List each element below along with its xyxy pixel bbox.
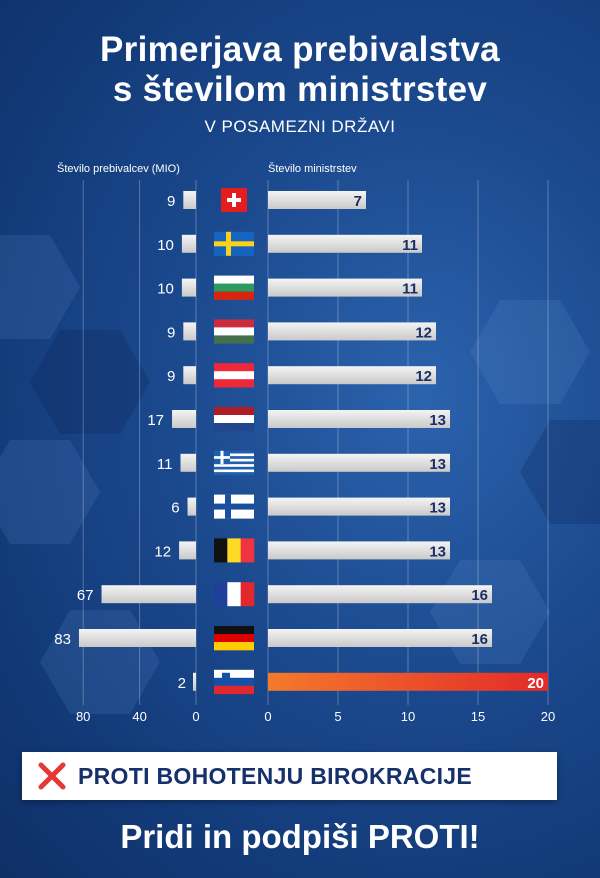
population-value-label: 10 xyxy=(157,237,174,254)
ministries-bar xyxy=(268,672,548,691)
flag-greece-icon xyxy=(214,450,254,476)
ministries-value-label: 16 xyxy=(471,587,488,604)
flag-netherlands-icon xyxy=(214,407,254,432)
hex-decoration xyxy=(30,330,150,434)
ministries-value-label: 12 xyxy=(415,324,432,341)
flag-switzerland-icon xyxy=(221,188,247,212)
ministries-value-label: 11 xyxy=(402,237,418,254)
banner-text: PROTI BOHOTENJU BIROKRACIJE xyxy=(78,763,473,789)
ministries-bar xyxy=(268,366,436,385)
ministries-bar xyxy=(268,410,450,428)
hex-decoration xyxy=(470,300,590,404)
population-tick-label: 80 xyxy=(76,709,90,724)
population-tick-label: 40 xyxy=(132,709,146,724)
ministries-value-label: 13 xyxy=(429,456,446,473)
population-tick-label: 0 xyxy=(192,709,199,724)
ministries-tick-label: 0 xyxy=(264,709,271,724)
population-bar xyxy=(180,453,196,472)
population-value-label: 67 xyxy=(77,587,94,604)
population-value-label: 11 xyxy=(157,456,173,473)
ministries-value-label: 7 xyxy=(354,193,362,210)
ministries-bar xyxy=(268,234,422,253)
cross-icon xyxy=(38,762,66,790)
population-bar xyxy=(181,234,196,253)
population-bar xyxy=(183,366,196,385)
population-bar xyxy=(179,541,196,560)
population-value-label: 2 xyxy=(178,675,186,692)
flag-hungary-icon xyxy=(214,319,254,344)
population-bar xyxy=(193,672,196,691)
flag-austria-icon xyxy=(214,363,254,388)
flag-france-icon xyxy=(214,582,255,607)
bar-chart: 0 5 10 15 20 80 40 0 9 7 10 11 10 11 9 12 9 12 17 13 11 13 6 13… xyxy=(54,188,555,724)
population-value-label: 17 xyxy=(147,412,164,429)
title-line-2: s številom ministrstev xyxy=(112,70,488,109)
ministries-axis-label: Število ministrstev xyxy=(268,163,357,175)
ministries-bar xyxy=(268,497,450,516)
flag-germany-icon xyxy=(214,626,254,651)
population-value-label: 83 xyxy=(54,631,71,648)
title-line-1: Primerjava prebivalstva xyxy=(100,30,500,69)
population-axis-label: Število prebivalcev (MIO) xyxy=(57,163,180,175)
ministries-tick-label: 10 xyxy=(401,709,415,724)
population-value-label: 9 xyxy=(167,368,175,385)
ministries-value-label: 12 xyxy=(415,368,432,385)
call-to-action: Pridi in podpiši PROTI! xyxy=(120,818,480,855)
flag-slovenia-icon xyxy=(214,669,254,695)
population-value-label: 6 xyxy=(171,500,179,517)
population-bar xyxy=(181,278,196,297)
ministries-bar xyxy=(268,541,450,560)
ministries-tick-label: 20 xyxy=(541,709,555,724)
ministries-value-label: 13 xyxy=(429,500,446,517)
subtitle: V POSAMEZNI DRŽAVI xyxy=(204,117,396,136)
ministries-bar xyxy=(268,322,436,341)
flag-belgium-icon xyxy=(214,538,255,563)
ministries-value-label: 13 xyxy=(429,412,446,429)
ministries-value-label: 13 xyxy=(429,543,446,560)
ministries-value-label: 20 xyxy=(527,675,544,692)
flag-sweden-icon xyxy=(214,231,254,256)
ministries-tick-label: 5 xyxy=(334,709,341,724)
ministries-bar xyxy=(268,629,492,647)
flag-bulgaria-icon xyxy=(214,275,254,300)
ministries-bar xyxy=(268,585,492,604)
population-bar xyxy=(183,322,196,341)
population-value-label: 10 xyxy=(157,281,174,298)
population-value-label: 12 xyxy=(154,543,171,560)
population-bar xyxy=(78,629,196,647)
population-bar xyxy=(101,585,196,604)
flag-finland-icon xyxy=(214,494,254,519)
population-value-label: 9 xyxy=(167,324,175,341)
ministries-tick-label: 15 xyxy=(471,709,485,724)
ministries-bar xyxy=(268,278,422,297)
banner: PROTI BOHOTENJU BIROKRACIJE xyxy=(22,752,557,800)
ministries-bar xyxy=(268,453,450,472)
ministries-bar xyxy=(268,191,366,209)
population-bar xyxy=(172,410,196,428)
population-bar xyxy=(183,191,196,209)
population-bar xyxy=(187,497,196,516)
ministries-value-label: 16 xyxy=(471,631,488,648)
population-value-label: 9 xyxy=(167,193,175,210)
ministries-value-label: 11 xyxy=(402,281,418,298)
